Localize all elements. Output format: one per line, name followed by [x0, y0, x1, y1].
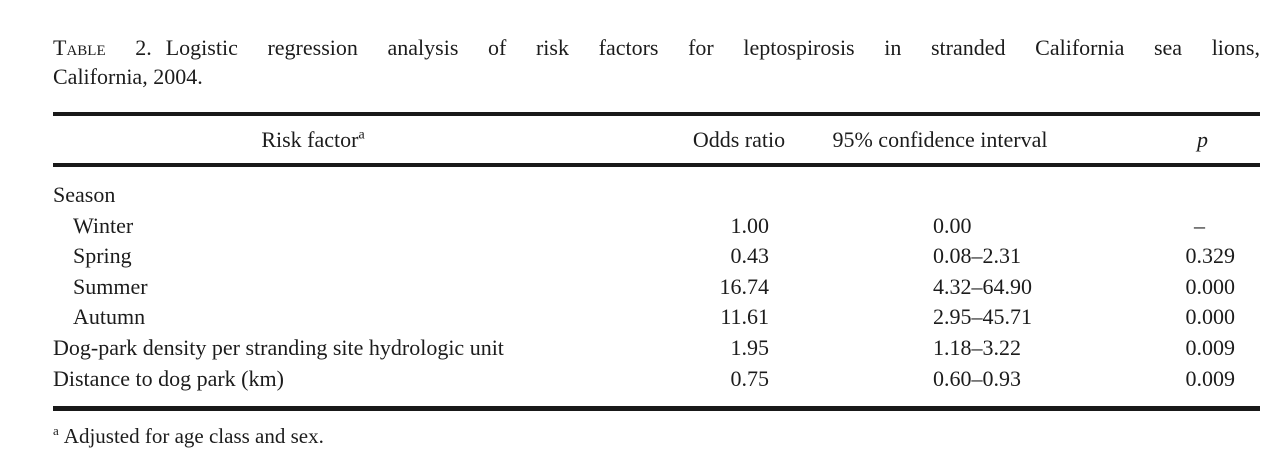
table-row: Autumn 11.61 2.95–45.71 0.000 [53, 302, 1260, 333]
table-caption-line2: California, 2004. [53, 64, 203, 89]
odds-ratio-cell: 1.00 [730, 212, 770, 238]
column-header-risk-factor: Risk factora [53, 114, 663, 165]
table-caption-line1: Table 2. Logistic regression analysis of … [53, 33, 1260, 62]
risk-factor-cell: Winter [73, 212, 134, 238]
confidence-interval-cell: 0.00 [933, 212, 972, 238]
p-value-cell: 0.009 [1185, 334, 1236, 360]
column-header-p-value: p [1085, 114, 1260, 165]
table-caption: Table 2. Logistic regression analysis of … [53, 33, 1260, 91]
footnote-text: Adjusted for age class and sex. [63, 424, 324, 449]
table-footnote: a Adjusted for age class and sex. [53, 424, 1260, 449]
table-row: Winter 1.00 0.00 – [53, 211, 1260, 242]
table-row: Spring 0.43 0.08–2.31 0.329 [53, 241, 1260, 272]
table-caption-text: Logistic regression analysis of risk fac… [165, 35, 1260, 60]
p-value-cell: 0.009 [1185, 365, 1236, 391]
footnote-marker: a [358, 127, 365, 143]
risk-factor-cell: Dog-park density per stranding site hydr… [53, 334, 504, 360]
odds-ratio-cell: 11.61 [720, 304, 769, 330]
p-value-symbol: p [1197, 126, 1208, 152]
risk-factor-cell: Spring [73, 243, 132, 269]
column-header-risk-factor-label: Risk factor [261, 126, 359, 152]
p-value-cell: – [1194, 212, 1205, 238]
column-header-odds-ratio: Odds ratio [692, 126, 786, 152]
confidence-interval-cell [795, 165, 1085, 211]
p-value-cell [1085, 165, 1260, 211]
risk-factor-cell: Distance to dog park (km) [53, 365, 284, 391]
p-value-cell: 0.000 [1185, 304, 1236, 330]
odds-ratio-cell: 0.75 [730, 365, 770, 391]
table-row: Distance to dog park (km) 0.75 0.60–0.93 0.… [53, 364, 1260, 409]
table-caption-label: Table 2. [53, 35, 152, 60]
p-value-cell: 0.000 [1185, 273, 1236, 299]
confidence-interval-cell: 0.60–0.93 [933, 365, 1021, 391]
p-value-cell: 0.329 [1185, 243, 1236, 269]
risk-factor-cell: Season [53, 182, 116, 207]
confidence-interval-cell: 0.08–2.31 [933, 243, 1021, 269]
table-row: Dog-park density per stranding site hydr… [53, 333, 1260, 364]
table-row: Season [53, 165, 1260, 211]
table-body: Season Winter 1.00 0.00 – Spring 0.43 0.08–2.31… [53, 165, 1260, 409]
risk-factor-cell: Autumn [73, 304, 146, 330]
odds-ratio-cell: 16.74 [719, 273, 770, 299]
footnote-marker: a [53, 423, 59, 439]
confidence-interval-cell: 2.95–45.71 [933, 304, 1032, 330]
confidence-interval-cell: 4.32–64.90 [933, 273, 1032, 299]
risk-factor-cell: Summer [73, 273, 148, 299]
column-header-confidence-interval: 95% confidence interval [832, 126, 1048, 152]
table-header-row: Risk factora Odds ratio 95% confidence i… [53, 114, 1260, 165]
confidence-interval-cell: 1.18–3.22 [933, 334, 1021, 360]
odds-ratio-cell: 1.95 [730, 334, 770, 360]
odds-ratio-cell: 0.43 [730, 243, 770, 269]
table-row: Summer 16.74 4.32–64.90 0.000 [53, 272, 1260, 303]
risk-factors-table: Risk factora Odds ratio 95% confidence i… [53, 112, 1260, 412]
odds-ratio-cell [663, 165, 795, 211]
